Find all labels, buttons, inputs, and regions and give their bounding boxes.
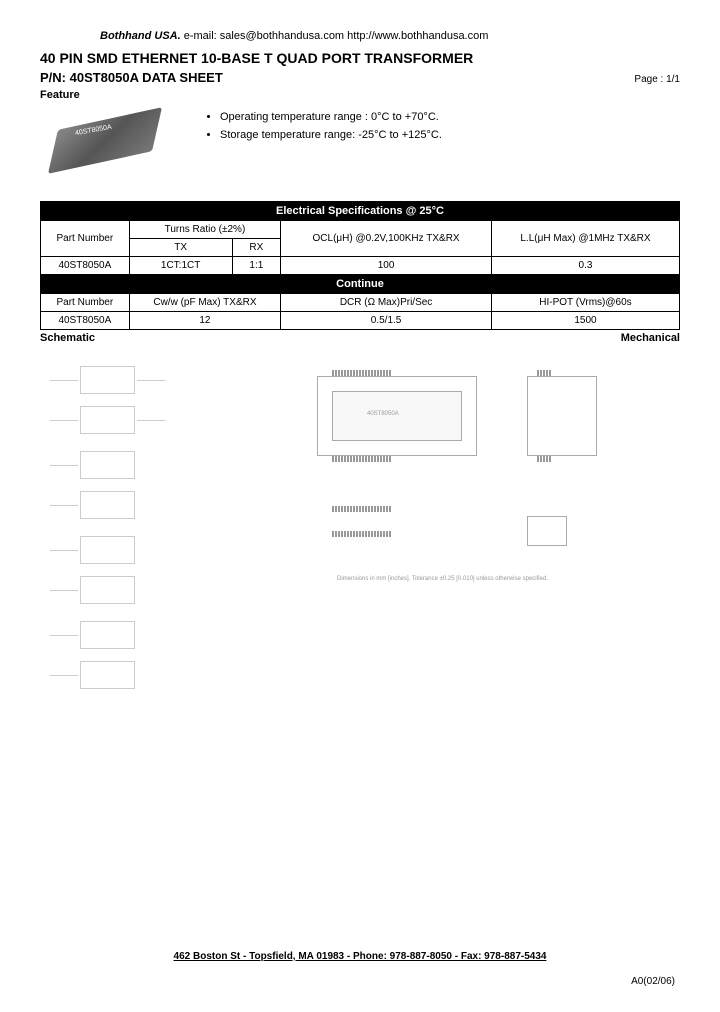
feature-block: 40ST8050A Operating temperature range : … bbox=[40, 103, 680, 183]
schematic-diagram bbox=[40, 356, 257, 736]
page-number: Page : 1/1 bbox=[634, 74, 680, 85]
col-hipot: HI-POT (Vrms)@60s bbox=[491, 294, 679, 312]
header-line: Bothhand USA. e-mail: sales@bothhandusa.… bbox=[40, 30, 680, 42]
data-pn2: 40ST8050A bbox=[41, 312, 130, 330]
pn-row: P/N: 40ST8050A DATA SHEET Page : 1/1 bbox=[40, 70, 680, 85]
col-cww: Cw/w (pF Max) TX&RX bbox=[129, 294, 280, 312]
footer-address: 462 Boston St - Topsfield, MA 01983 - Ph… bbox=[0, 951, 720, 962]
mechanical-label: Mechanical bbox=[621, 332, 680, 344]
col-rx: RX bbox=[232, 239, 281, 257]
feature-item: Storage temperature range: -25°C to +125… bbox=[220, 127, 442, 145]
product-title: 40 PIN SMD ETHERNET 10-BASE T QUAD PORT … bbox=[40, 50, 680, 66]
schematic-label: Schematic bbox=[40, 332, 95, 344]
table-header2: Continue bbox=[41, 275, 680, 294]
section-labels: Schematic Mechanical bbox=[40, 332, 680, 344]
col-dcr: DCR (Ω Max)Pri/Sec bbox=[281, 294, 492, 312]
revision-code: A0(02/06) bbox=[631, 976, 675, 987]
col-part2: Part Number bbox=[41, 294, 130, 312]
feature-item: Operating temperature range : 0°C to +70… bbox=[220, 109, 442, 127]
diagram-area: 40ST8050A bbox=[40, 356, 680, 736]
data-dcr: 0.5/1.5 bbox=[281, 312, 492, 330]
data-cww: 12 bbox=[129, 312, 280, 330]
feature-list: Operating temperature range : 0°C to +70… bbox=[200, 109, 442, 144]
data-tx: 1CT:1CT bbox=[129, 257, 232, 275]
col-turns: Turns Ratio (±2%) bbox=[129, 221, 280, 239]
col-tx: TX bbox=[129, 239, 232, 257]
col-part: Part Number bbox=[41, 221, 130, 257]
data-rx: 1:1 bbox=[232, 257, 281, 275]
data-hipot: 1500 bbox=[491, 312, 679, 330]
col-ocl: OCL(μH) @0.2V,100KHz TX&RX bbox=[281, 221, 492, 257]
chip-image: 40ST8050A bbox=[40, 103, 170, 183]
electrical-spec-table: Electrical Specifications @ 25°C Part Nu… bbox=[40, 201, 680, 330]
company-name: Bothhand USA. bbox=[100, 30, 181, 42]
feature-heading: Feature bbox=[40, 89, 680, 101]
data-ll: 0.3 bbox=[491, 257, 679, 275]
part-number-label: P/N: 40ST8050A DATA SHEET bbox=[40, 70, 223, 85]
mechanical-diagram: 40ST8050A bbox=[277, 356, 680, 736]
col-ll: L.L(μH Max) @1MHz TX&RX bbox=[491, 221, 679, 257]
contact-info: e-mail: sales@bothhandusa.com http://www… bbox=[184, 30, 489, 42]
table-header: Electrical Specifications @ 25°C bbox=[41, 202, 680, 221]
data-pn: 40ST8050A bbox=[41, 257, 130, 275]
data-ocl: 100 bbox=[281, 257, 492, 275]
